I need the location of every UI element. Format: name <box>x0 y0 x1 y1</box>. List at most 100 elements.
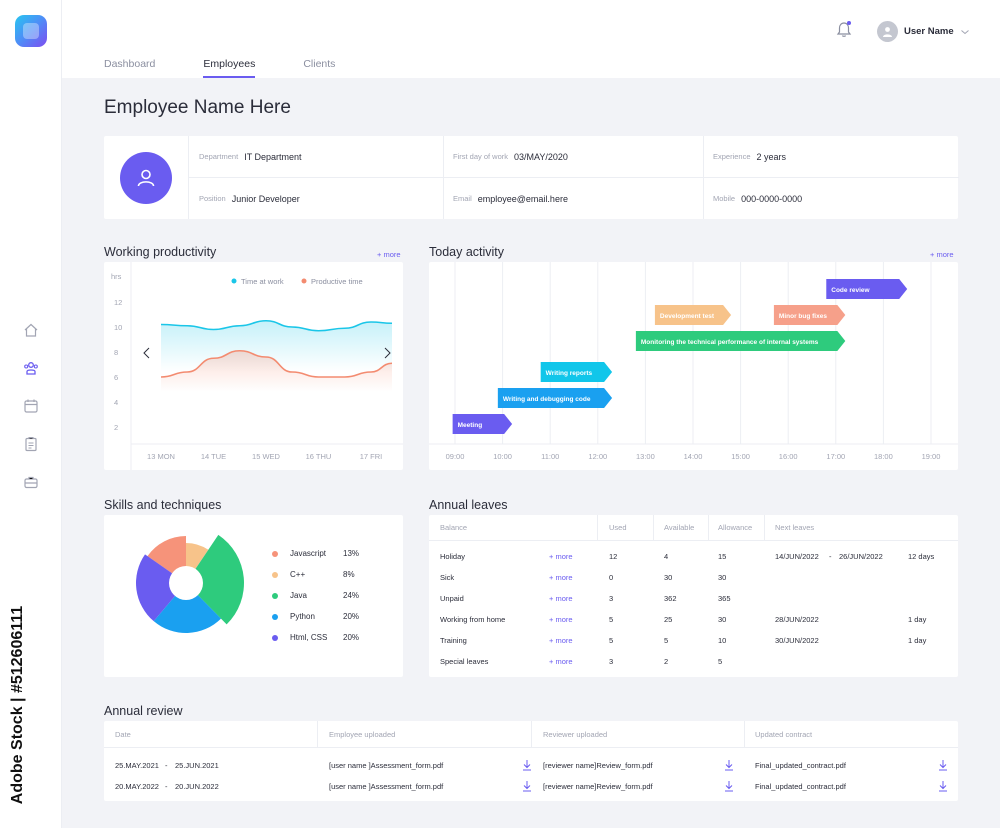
skills-title: Skills and techniques <box>104 498 222 512</box>
legend-productive-time: Productive time <box>311 277 363 286</box>
pie-slice <box>186 534 244 625</box>
notification-bell-icon[interactable] <box>834 20 856 42</box>
series-line <box>160 319 393 332</box>
contract-file-link[interactable]: Final_updated_contract.pdf <box>755 761 846 770</box>
leaves-table: Balance Used Available Allowance Next le… <box>429 515 958 677</box>
series-area <box>161 350 392 392</box>
team-icon[interactable] <box>21 358 41 378</box>
experience-field: Experience 2 years <box>713 151 787 162</box>
hour-tick-label: 15:00 <box>731 452 750 461</box>
col-available: Available <box>664 523 695 532</box>
tab-employees[interactable]: Employees <box>203 58 256 78</box>
activity-bar[interactable]: Code review <box>826 279 908 299</box>
profile-card: Department IT Department First day of wor… <box>104 136 959 219</box>
col-allowance: Allowance <box>718 523 753 532</box>
download-icon[interactable] <box>724 780 734 792</box>
legend-dot <box>272 613 278 620</box>
activity-bar-label: Writing reports <box>546 370 593 377</box>
activity-chart: 09:00 10:00 11:00 12:00 13:00 14:00 15:00 16:00… <box>429 262 958 470</box>
col-reviewer-uploaded: Reviewer uploaded <box>543 730 608 739</box>
user-name: User Name <box>904 26 954 37</box>
employee-avatar <box>120 152 172 204</box>
unpaid-more-link[interactable]: + more <box>549 594 573 603</box>
activity-chart-svg: 09:00 10:00 11:00 12:00 13:00 14:00 15:00 16:00… <box>429 262 958 461</box>
activity-more-link[interactable]: + more <box>930 250 954 259</box>
download-icon[interactable] <box>522 759 532 771</box>
productivity-title: Working productivity <box>104 245 217 259</box>
position-field: Position Junior Developer <box>199 193 300 204</box>
calendar-icon[interactable] <box>21 396 41 416</box>
wfh-more-link[interactable]: + more <box>549 615 573 624</box>
activity-bar[interactable]: Writing and debugging code <box>497 388 613 408</box>
legend-dot <box>272 592 278 599</box>
skill-legend-java: Java 24% <box>272 591 359 600</box>
home-icon[interactable] <box>21 320 41 340</box>
employee-file-link[interactable]: [user name ]Assessment_form.pdf <box>329 782 444 791</box>
download-icon[interactable] <box>724 759 734 771</box>
legend-dot <box>272 571 278 578</box>
legend-dot-time-at-work <box>231 278 237 284</box>
special-more-link[interactable]: + more <box>549 657 573 666</box>
activity-bar[interactable]: Development test <box>654 305 732 325</box>
activity-title: Today activity <box>429 245 505 259</box>
skill-legend-python: Python 20% <box>272 612 359 621</box>
briefcase-icon[interactable] <box>21 472 41 492</box>
x-tick-label: 16 THU <box>306 452 332 461</box>
activity-bar-label: Code review <box>831 287 870 294</box>
holiday-more-link[interactable]: + more <box>549 552 573 561</box>
col-updated-contract: Updated contract <box>755 730 813 739</box>
tab-clients[interactable]: Clients <box>303 58 336 70</box>
hour-tick-label: 18:00 <box>874 452 893 461</box>
skill-legend-cpp: C++ 8% <box>272 570 355 579</box>
activity-bar-label: Minor bug fixes <box>779 313 827 320</box>
hour-tick-label: 10:00 <box>493 452 512 461</box>
chevron-right-icon[interactable] <box>384 347 391 359</box>
hour-tick-label: 17:00 <box>826 452 845 461</box>
hour-tick-label: 14:00 <box>684 452 703 461</box>
sidebar: Adobe Stock | #512606111 <box>0 0 62 828</box>
legend-dot <box>272 634 278 641</box>
x-tick-label: 13 MON <box>147 452 175 461</box>
hour-tick-label: 12:00 <box>588 452 607 461</box>
activity-bar[interactable]: Monitoring the technical performance of … <box>635 331 846 351</box>
avatar <box>877 21 898 42</box>
col-date: Date <box>115 730 131 739</box>
pie-slice <box>153 583 222 633</box>
department-field: Department IT Department <box>199 151 302 162</box>
first-day-field: First day of work 03/MAY/2020 <box>453 151 568 162</box>
activity-bar-label: Monitoring the technical performance of … <box>641 339 819 346</box>
download-icon[interactable] <box>938 759 948 771</box>
chart-legend: Time at work Productive time <box>231 277 363 286</box>
y-tick-label: 8 <box>114 348 118 357</box>
employee-file-link[interactable]: [user name ]Assessment_form.pdf <box>329 761 444 770</box>
training-more-link[interactable]: + more <box>549 636 573 645</box>
page-title: Employee Name Here <box>104 97 291 118</box>
reviewer-file-link[interactable]: [reviewer name]Review_form.pdf <box>543 782 653 791</box>
y-axis-label: hrs <box>111 272 122 281</box>
contract-file-link[interactable]: Final_updated_contract.pdf <box>755 782 846 791</box>
user-menu[interactable]: User Name <box>877 21 970 42</box>
app-logo[interactable] <box>15 15 47 47</box>
y-tick-label: 12 <box>114 298 122 307</box>
download-icon[interactable] <box>938 780 948 792</box>
top-bar: User Name Dashboard Employees Clients <box>62 0 1000 78</box>
clipboard-icon[interactable] <box>21 434 41 454</box>
skills-pie-chart <box>136 534 244 633</box>
notification-dot <box>847 21 851 25</box>
productivity-more-link[interactable]: + more <box>377 250 401 259</box>
chevron-left-icon[interactable] <box>143 347 150 359</box>
skill-legend-javascript: Javascript 13% <box>272 549 359 558</box>
col-next-leaves: Next leaves <box>775 523 815 532</box>
reviewer-file-link[interactable]: [reviewer name]Review_form.pdf <box>543 761 653 770</box>
legend-dot-productive-time <box>301 278 307 284</box>
x-tick-label: 17 FRI <box>360 452 383 461</box>
download-icon[interactable] <box>522 780 532 792</box>
sick-more-link[interactable]: + more <box>549 573 573 582</box>
mobile-field: Mobile 000-0000-0000 <box>713 193 803 204</box>
activity-bar[interactable]: Minor bug fixes <box>773 305 846 325</box>
activity-bar[interactable]: Writing reports <box>540 362 613 382</box>
productivity-chart-svg: hrs 12 10 8 6 4 2 13 MON 14 TUE 15 WED 16 THU 17 … <box>111 262 403 470</box>
activity-bar[interactable]: Meeting <box>452 414 513 434</box>
tab-dashboard[interactable]: Dashboard <box>104 58 156 70</box>
review-title: Annual review <box>104 704 183 718</box>
